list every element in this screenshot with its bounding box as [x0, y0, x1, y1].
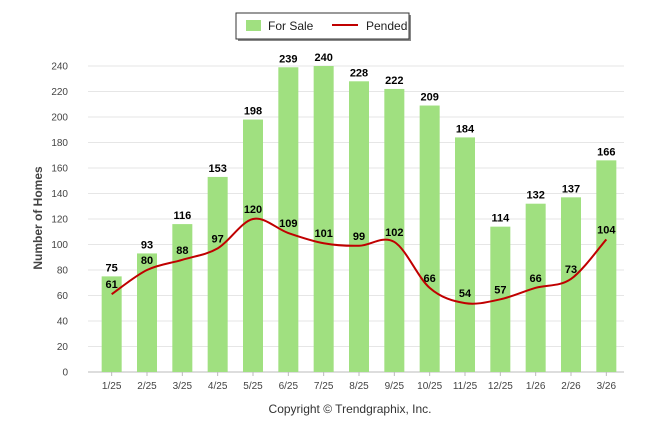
- bar-value-label: 228: [350, 67, 368, 79]
- legend: For Sale Pended: [235, 12, 411, 41]
- legend-swatch-for-sale: [246, 20, 261, 31]
- line-value-label: 61: [106, 279, 118, 291]
- y-axis-title: Number of Homes: [31, 166, 45, 270]
- y-tick-label: 160: [51, 164, 68, 175]
- line-value-label: 109: [279, 218, 297, 230]
- bar-value-label: 209: [420, 92, 438, 104]
- x-tick-label: 1/26: [526, 381, 546, 392]
- x-tick-label: 3/25: [173, 381, 193, 392]
- legend-label-for-sale: For Sale: [268, 19, 314, 33]
- line-value-label: 101: [314, 228, 332, 240]
- x-tick-label: 9/25: [385, 381, 405, 392]
- y-tick-label: 0: [62, 368, 68, 379]
- x-tick-label: 4/25: [208, 381, 228, 392]
- legend-label-pended: Pended: [366, 19, 407, 33]
- line-value-label: 80: [141, 255, 153, 267]
- x-tick-label: 5/25: [243, 381, 263, 392]
- y-tick-label: 60: [57, 291, 69, 302]
- x-axis-ticks: 1/25 2/25 3/25 4/25 5/25 6/25 7/25 8/25 9/25 10/2…: [102, 372, 617, 392]
- line-value-label: 54: [459, 288, 472, 300]
- y-tick-label: 240: [51, 62, 68, 73]
- y-tick-label: 120: [51, 215, 68, 226]
- copyright-text: Copyright © Trendgraphix, Inc.: [269, 402, 432, 416]
- bar-for-sale: [101, 276, 122, 372]
- line-value-label: 99: [353, 231, 365, 243]
- bar-for-sale: [137, 253, 157, 372]
- x-tick-label: 1/25: [102, 381, 122, 392]
- bar-value-label: 75: [106, 262, 118, 274]
- bar-for-sale: [207, 176, 228, 372]
- line-value-label: 57: [494, 284, 506, 296]
- y-tick-label: 140: [51, 189, 68, 200]
- bar-value-label: 132: [526, 190, 544, 202]
- bar-value-label: 222: [385, 75, 403, 87]
- legend-box: [235, 12, 410, 40]
- line-value-label: 73: [565, 264, 577, 276]
- bar-for-sale: [278, 67, 299, 373]
- x-tick-label: 10/25: [417, 381, 442, 392]
- x-tick-label: 8/25: [349, 381, 369, 392]
- bar-value-label: 184: [456, 123, 475, 135]
- bars-for-sale: [101, 66, 617, 373]
- line-value-label: 102: [385, 227, 403, 239]
- bar-for-sale: [349, 81, 369, 373]
- y-tick-label: 80: [57, 266, 69, 277]
- line-value-label: 66: [424, 273, 436, 285]
- bar-for-sale: [243, 119, 263, 372]
- y-tick-label: 40: [57, 317, 69, 328]
- bar-value-label: 137: [562, 183, 580, 195]
- line-value-label: 88: [176, 245, 188, 257]
- bar-value-label: 116: [173, 210, 191, 222]
- x-tick-label: 2/26: [561, 381, 581, 392]
- bar-value-label: 239: [279, 53, 297, 65]
- line-value-label: 120: [244, 204, 262, 216]
- bar-value-label: 114: [491, 213, 510, 225]
- line-value-label: 97: [212, 233, 224, 245]
- bar-value-labels: 75 93 116 153 198 239 240 228 222 209 184 114 132 137…: [106, 52, 616, 274]
- bar-for-sale: [384, 88, 405, 372]
- y-tick-label: 220: [51, 87, 68, 98]
- y-tick-label: 180: [51, 138, 68, 149]
- bar-for-sale: [561, 197, 581, 372]
- line-value-labels: 61 80 88 97 120 109 101 99 102 66 54 57 66 73 104: [106, 204, 617, 300]
- line-pended: [111, 217, 608, 305]
- y-axis-ticks: 0 20 40 60 80 100 120 140 160 180 200 220 240: [51, 62, 68, 379]
- bar-for-sale: [313, 66, 334, 372]
- bar-for-sale: [596, 160, 617, 372]
- bar-for-sale: [419, 105, 440, 373]
- y-tick-label: 100: [51, 240, 68, 251]
- x-tick-label: 3/26: [597, 381, 617, 392]
- bar-value-label: 93: [141, 239, 153, 251]
- x-tick-label: 7/25: [314, 381, 334, 392]
- x-tick-label: 11/25: [453, 381, 478, 392]
- bar-value-label: 153: [208, 163, 226, 175]
- bar-value-label: 166: [597, 146, 615, 158]
- bar-for-sale: [455, 137, 475, 372]
- x-tick-label: 12/25: [488, 381, 513, 392]
- line-value-label: 104: [597, 224, 616, 236]
- line-value-label: 66: [530, 273, 542, 285]
- x-tick-label: 6/25: [279, 381, 299, 392]
- bar-value-label: 198: [244, 106, 262, 118]
- y-tick-label: 200: [51, 113, 68, 124]
- x-tick-label: 2/25: [137, 381, 157, 392]
- bar-value-label: 240: [314, 52, 332, 64]
- y-tick-label: 20: [57, 342, 69, 353]
